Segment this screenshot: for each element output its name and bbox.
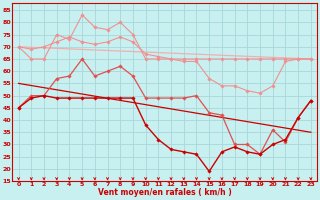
X-axis label: Vent moyen/en rafales ( km/h ): Vent moyen/en rafales ( km/h ): [98, 188, 232, 197]
